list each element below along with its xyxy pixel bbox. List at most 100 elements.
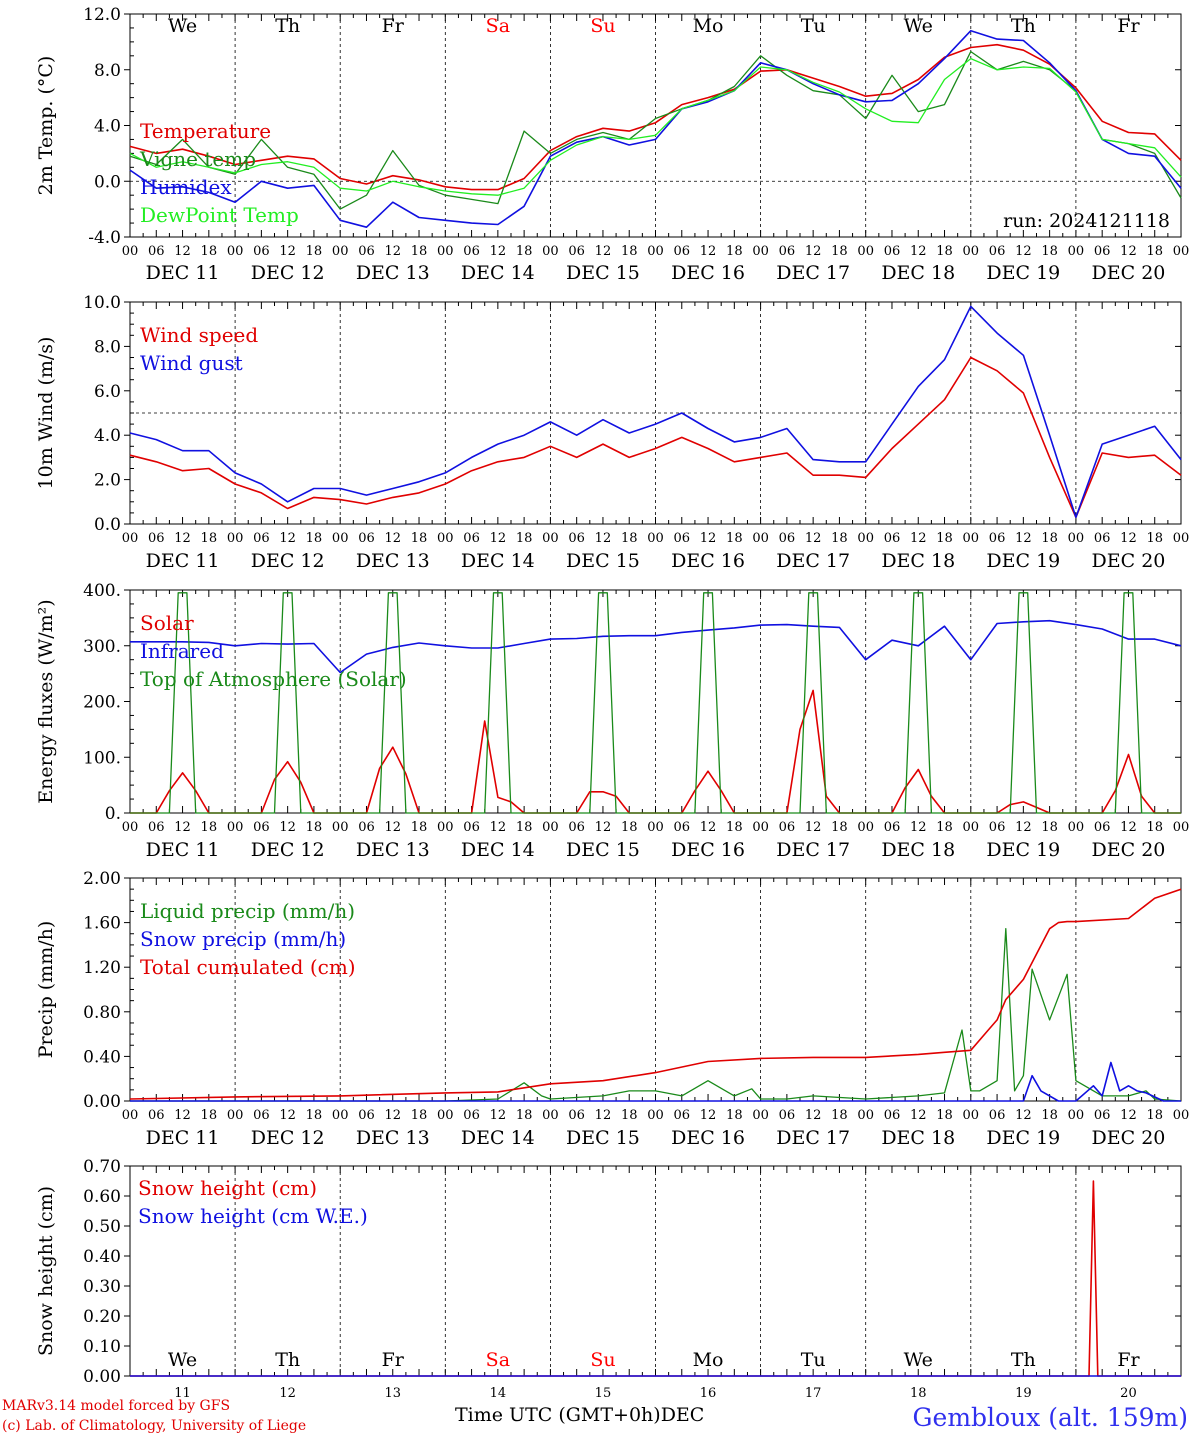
snow-weekday-label: Mo [693,1349,724,1371]
energy-ytick-label: 400. [83,581,121,601]
precip-legend-item: Total cumulated (cm) [140,955,356,979]
wind-hour-label: 06 [148,531,165,546]
temperature-series-dewpoint-temp [129,57,1182,196]
precip-series-total-cumulated-cm- [129,888,1182,1100]
temperature-hour-label: 18 [306,244,323,259]
temperature-hour-label: 06 [148,244,165,259]
temperature-date-label: DEC 19 [986,262,1060,284]
temperature-hour-label: 06 [779,244,796,259]
temperature-weekday-label: Su [590,15,615,37]
temperature-ytick-label: 0.0 [94,172,121,192]
energy-legend-item: Infrared [140,639,224,663]
precip-hour-label: 12 [1120,1108,1137,1123]
energy-hour-label: 12 [700,820,717,835]
temperature-hour-label: 18 [1041,244,1058,259]
temperature-weekday-label: Sa [486,15,510,37]
x-axis-label: Time UTC (GMT+0h) [455,1404,661,1426]
energy-series-top-of-atmosphere-solar- [130,592,1181,814]
temperature-hour-label: 12 [279,244,296,259]
wind-hour-label: 00 [122,531,139,546]
month-label: DEC [660,1404,705,1426]
temperature-date-label: DEC 12 [251,262,325,284]
wind-hour-label: 00 [752,531,769,546]
energy-hour-label: 18 [1146,820,1163,835]
wind-hour-label: 12 [1120,531,1137,546]
temperature-hour-label: 18 [201,244,218,259]
energy-legend-item: Top of Atmosphere (Solar) [140,667,407,691]
wind-hour-label: 12 [490,531,507,546]
snow-daynum-label: 17 [805,1386,822,1401]
wind-hour-label: 12 [174,531,191,546]
precip-hour-label: 12 [279,1108,296,1123]
wind-hour-label: 12 [1015,531,1032,546]
snow-ytick-label: 0.40 [83,1247,121,1267]
snow-ylabel: Snow height (cm) [35,1186,57,1356]
temperature-ytick-label: 4.0 [94,117,121,137]
energy-hour-label: 06 [358,820,375,835]
temperature-hour-label: 06 [1094,244,1111,259]
precip-hour-label: 06 [674,1108,691,1123]
wind-hour-label: 18 [411,531,428,546]
energy-ytick-label: 300. [83,637,121,657]
precip-ylabel: Precip (mm/h) [35,921,57,1059]
station-label: Gembloux (alt. 159m) [912,1403,1188,1432]
energy-date-label: DEC 11 [146,839,220,861]
temperature-weekday-label: Mo [693,15,724,37]
temperature-hour-label: 12 [700,244,717,259]
precip-hour-label: 18 [411,1108,428,1123]
energy-series-infrared [130,619,1182,674]
wind-ylabel: 10m Wind (m/s) [35,337,57,490]
wind-date-label: DEC 19 [986,550,1060,572]
precip-hour-label: 12 [700,1108,717,1123]
wind-hour-label: 18 [1041,531,1058,546]
wind-hour-label: 06 [1094,531,1111,546]
snow-weekday-label: We [168,1349,197,1371]
precip-hour-label: 12 [805,1108,822,1123]
wind-hour-label: 18 [726,531,743,546]
precip-hour-label: 00 [1068,1108,1085,1123]
energy-hour-label: 00 [1068,820,1085,835]
temperature-hour-label: 00 [542,244,559,259]
snow-ytick-label: 0.70 [83,1157,121,1177]
energy-hour-label: 12 [1120,820,1137,835]
temperature-weekday-label: Fr [1117,15,1140,37]
energy-hour-label: 06 [674,820,691,835]
precip-hour-label: 12 [1015,1108,1032,1123]
temperature-hour-label: 12 [490,244,507,259]
wind-ytick-label: 10.0 [83,293,121,313]
energy-hour-label: 18 [411,820,428,835]
snow-weekday-label: Fr [1117,1349,1140,1371]
temperature-hour-label: 12 [595,244,612,259]
precip-date-label: DEC 14 [461,1127,535,1149]
energy-hour-label: 00 [332,820,349,835]
energy-hour-label: 00 [1173,820,1190,835]
precip-date-label: DEC 13 [356,1127,430,1149]
energy-hour-label: 18 [516,820,533,835]
snow-ytick-label: 0.30 [83,1277,121,1297]
precip-hour-label: 06 [1094,1108,1111,1123]
temperature-hour-label: 12 [384,244,401,259]
energy-hour-label: 00 [752,820,769,835]
precip-hour-label: 18 [936,1108,953,1123]
energy-hour-label: 00 [857,820,874,835]
temperature-legend-item: Humidex [140,175,232,199]
temperature-weekday-label: Tu [801,15,826,37]
precip-hour-label: 00 [647,1108,664,1123]
precip-hour-label: 00 [332,1108,349,1123]
temperature-hour-label: 18 [726,244,743,259]
snow-daynum-label: 12 [279,1386,296,1401]
wind-date-label: DEC 15 [566,550,640,572]
precip-ytick-label: 0.80 [83,1003,121,1023]
wind-hour-label: 18 [306,531,323,546]
snow-daynum-label: 18 [910,1386,927,1401]
energy-date-label: DEC 13 [356,839,430,861]
energy-ytick-label: 200. [83,693,121,713]
energy-date-label: DEC 20 [1092,839,1166,861]
wind-ytick-label: 4.0 [94,426,121,446]
temperature-hour-label: 06 [463,244,480,259]
snow-ytick-label: 0.10 [83,1337,121,1357]
precip-date-label: DEC 20 [1092,1127,1166,1149]
snow-daynum-label: 20 [1120,1386,1137,1401]
precip-date-label: DEC 17 [776,1127,850,1149]
